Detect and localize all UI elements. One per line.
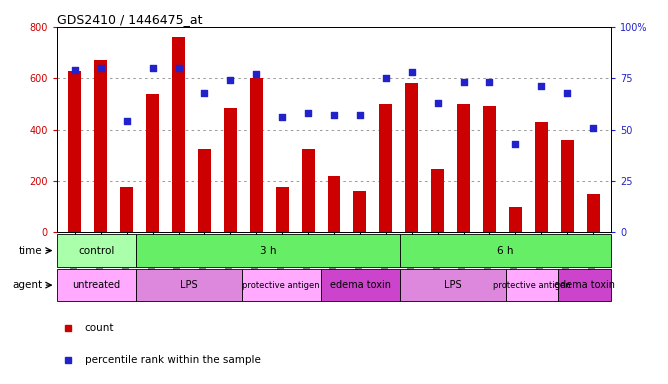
Text: edema toxin: edema toxin [330,280,391,290]
Point [251,71,262,77]
Bar [457,104,470,232]
Point [510,141,520,147]
Point [484,79,495,85]
Bar [302,149,315,232]
Point [562,89,572,96]
Text: untreated: untreated [72,280,120,290]
Bar [94,60,108,232]
Bar [506,269,558,301]
Bar [405,83,418,232]
Text: protective antigen: protective antigen [242,281,320,290]
Text: count: count [85,323,114,333]
Bar [379,104,392,232]
Bar [242,269,321,301]
Bar [483,106,496,232]
Point [406,69,417,75]
Bar [400,269,506,301]
Text: 3 h: 3 h [260,245,277,256]
Point [96,65,106,71]
Text: time: time [19,245,42,256]
Point [173,65,184,71]
Bar [587,194,600,232]
Bar [120,187,133,232]
Point [432,100,443,106]
Bar [400,234,611,267]
Bar [146,94,159,232]
Text: protective antigen: protective antigen [493,281,571,290]
Point [381,75,391,81]
Text: agent: agent [12,280,42,290]
Bar [321,269,400,301]
Text: LPS: LPS [180,280,198,290]
Text: edema toxin: edema toxin [554,280,615,290]
Point [199,89,210,96]
Point [536,83,546,89]
Text: GDS2410 / 1446475_at: GDS2410 / 1446475_at [57,13,202,26]
Bar [136,269,242,301]
Bar [224,108,237,232]
Bar [172,37,185,232]
Bar [560,140,574,232]
Bar [558,269,611,301]
Bar [353,191,366,232]
Text: LPS: LPS [444,280,462,290]
Bar [136,234,400,267]
Point [329,112,339,118]
Point [69,67,80,73]
Point [458,79,469,85]
Bar [327,176,341,232]
Point [148,65,158,71]
Bar [535,122,548,232]
Bar [57,234,136,267]
Point [122,118,132,124]
Text: 6 h: 6 h [498,245,514,256]
Bar [250,78,263,232]
Bar [57,269,136,301]
Point [225,77,236,83]
Point [277,114,287,120]
Bar [431,169,444,232]
Point [303,110,313,116]
Point [355,112,365,118]
Point [588,124,599,131]
Bar [509,207,522,232]
Bar [68,71,81,232]
Text: percentile rank within the sample: percentile rank within the sample [85,355,261,365]
Bar [198,149,211,232]
Text: control: control [78,245,115,256]
Bar [276,187,289,232]
